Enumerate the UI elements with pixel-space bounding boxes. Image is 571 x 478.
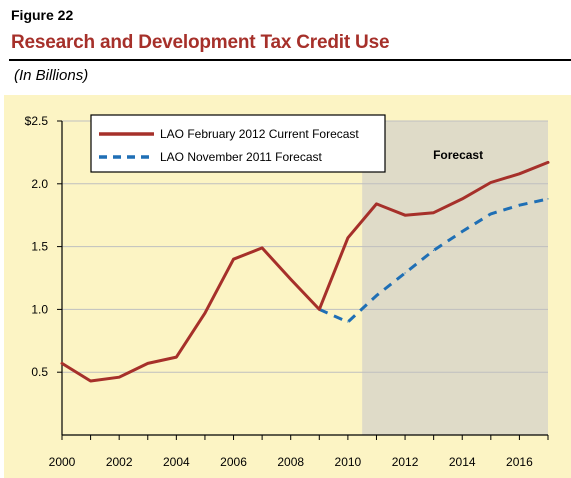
x-tick-label: 2002 — [106, 455, 133, 469]
chart-subtitle: (In Billions) — [14, 67, 89, 84]
x-tick-label: 2012 — [392, 455, 419, 469]
x-tick-label: 2008 — [277, 455, 304, 469]
data-point-current — [461, 198, 463, 200]
y-tick-label: 1.5 — [31, 240, 48, 254]
data-point-november — [404, 272, 406, 274]
data-point-current — [318, 308, 320, 310]
series-line-current-forecast — [60, 160, 550, 383]
x-tick-label: 2006 — [220, 455, 247, 469]
data-point-current — [118, 376, 120, 378]
title-divider — [9, 59, 571, 61]
data-point-current — [61, 362, 63, 365]
data-point-november — [375, 294, 378, 297]
chart-title: Research and Development Tax Credit Use — [11, 32, 390, 53]
x-tick-label: 2016 — [506, 455, 533, 469]
data-point-current — [261, 247, 263, 249]
forecast-region-label: Forecast — [433, 148, 483, 162]
data-point-november — [490, 213, 492, 215]
data-point-current — [404, 214, 406, 216]
data-point-current — [490, 181, 492, 184]
series-line-november-forecast — [318, 197, 549, 324]
data-point-current — [547, 161, 549, 164]
legend-label-previous: LAO November 2011 Forecast — [160, 150, 323, 164]
axes: 0.5 1.0 1.5 2.0 $2.5 2000 2002 2004 2006 2008 2010… — [25, 114, 549, 469]
data-point-current — [347, 237, 349, 239]
forecast-region — [362, 121, 548, 435]
y-tick-label: $2.5 — [25, 114, 49, 128]
data-point-november — [518, 204, 521, 206]
data-point-november — [547, 198, 549, 200]
x-tick-label: 2014 — [449, 455, 476, 469]
data-point-november — [347, 321, 349, 323]
y-tick-label: 1.0 — [31, 302, 48, 316]
figure-label: Figure 22 — [11, 7, 74, 23]
x-tick-label: 2010 — [335, 455, 362, 469]
data-point-current — [147, 362, 149, 365]
data-point-november — [461, 230, 463, 233]
data-point-current — [89, 380, 92, 382]
data-point-current — [290, 278, 292, 280]
data-point-current — [175, 356, 177, 358]
legend-box — [90, 114, 386, 173]
data-point-current — [232, 258, 235, 260]
data-point-current — [518, 173, 521, 175]
data-point-current — [433, 212, 435, 214]
legend-label-current: LAO February 2012 Current Forecast — [160, 127, 359, 141]
data-point-november — [433, 249, 435, 251]
y-tick-label: 2.0 — [31, 177, 48, 191]
series-lines — [60, 160, 550, 383]
y-tick-label: 0.5 — [31, 365, 48, 379]
data-point-current — [375, 203, 378, 205]
x-tick-label: 2000 — [49, 455, 76, 469]
x-tick-label: 2004 — [163, 455, 190, 469]
legend: LAO February 2012 Current Forecast LAO N… — [90, 114, 386, 173]
data-point-current — [204, 312, 206, 314]
